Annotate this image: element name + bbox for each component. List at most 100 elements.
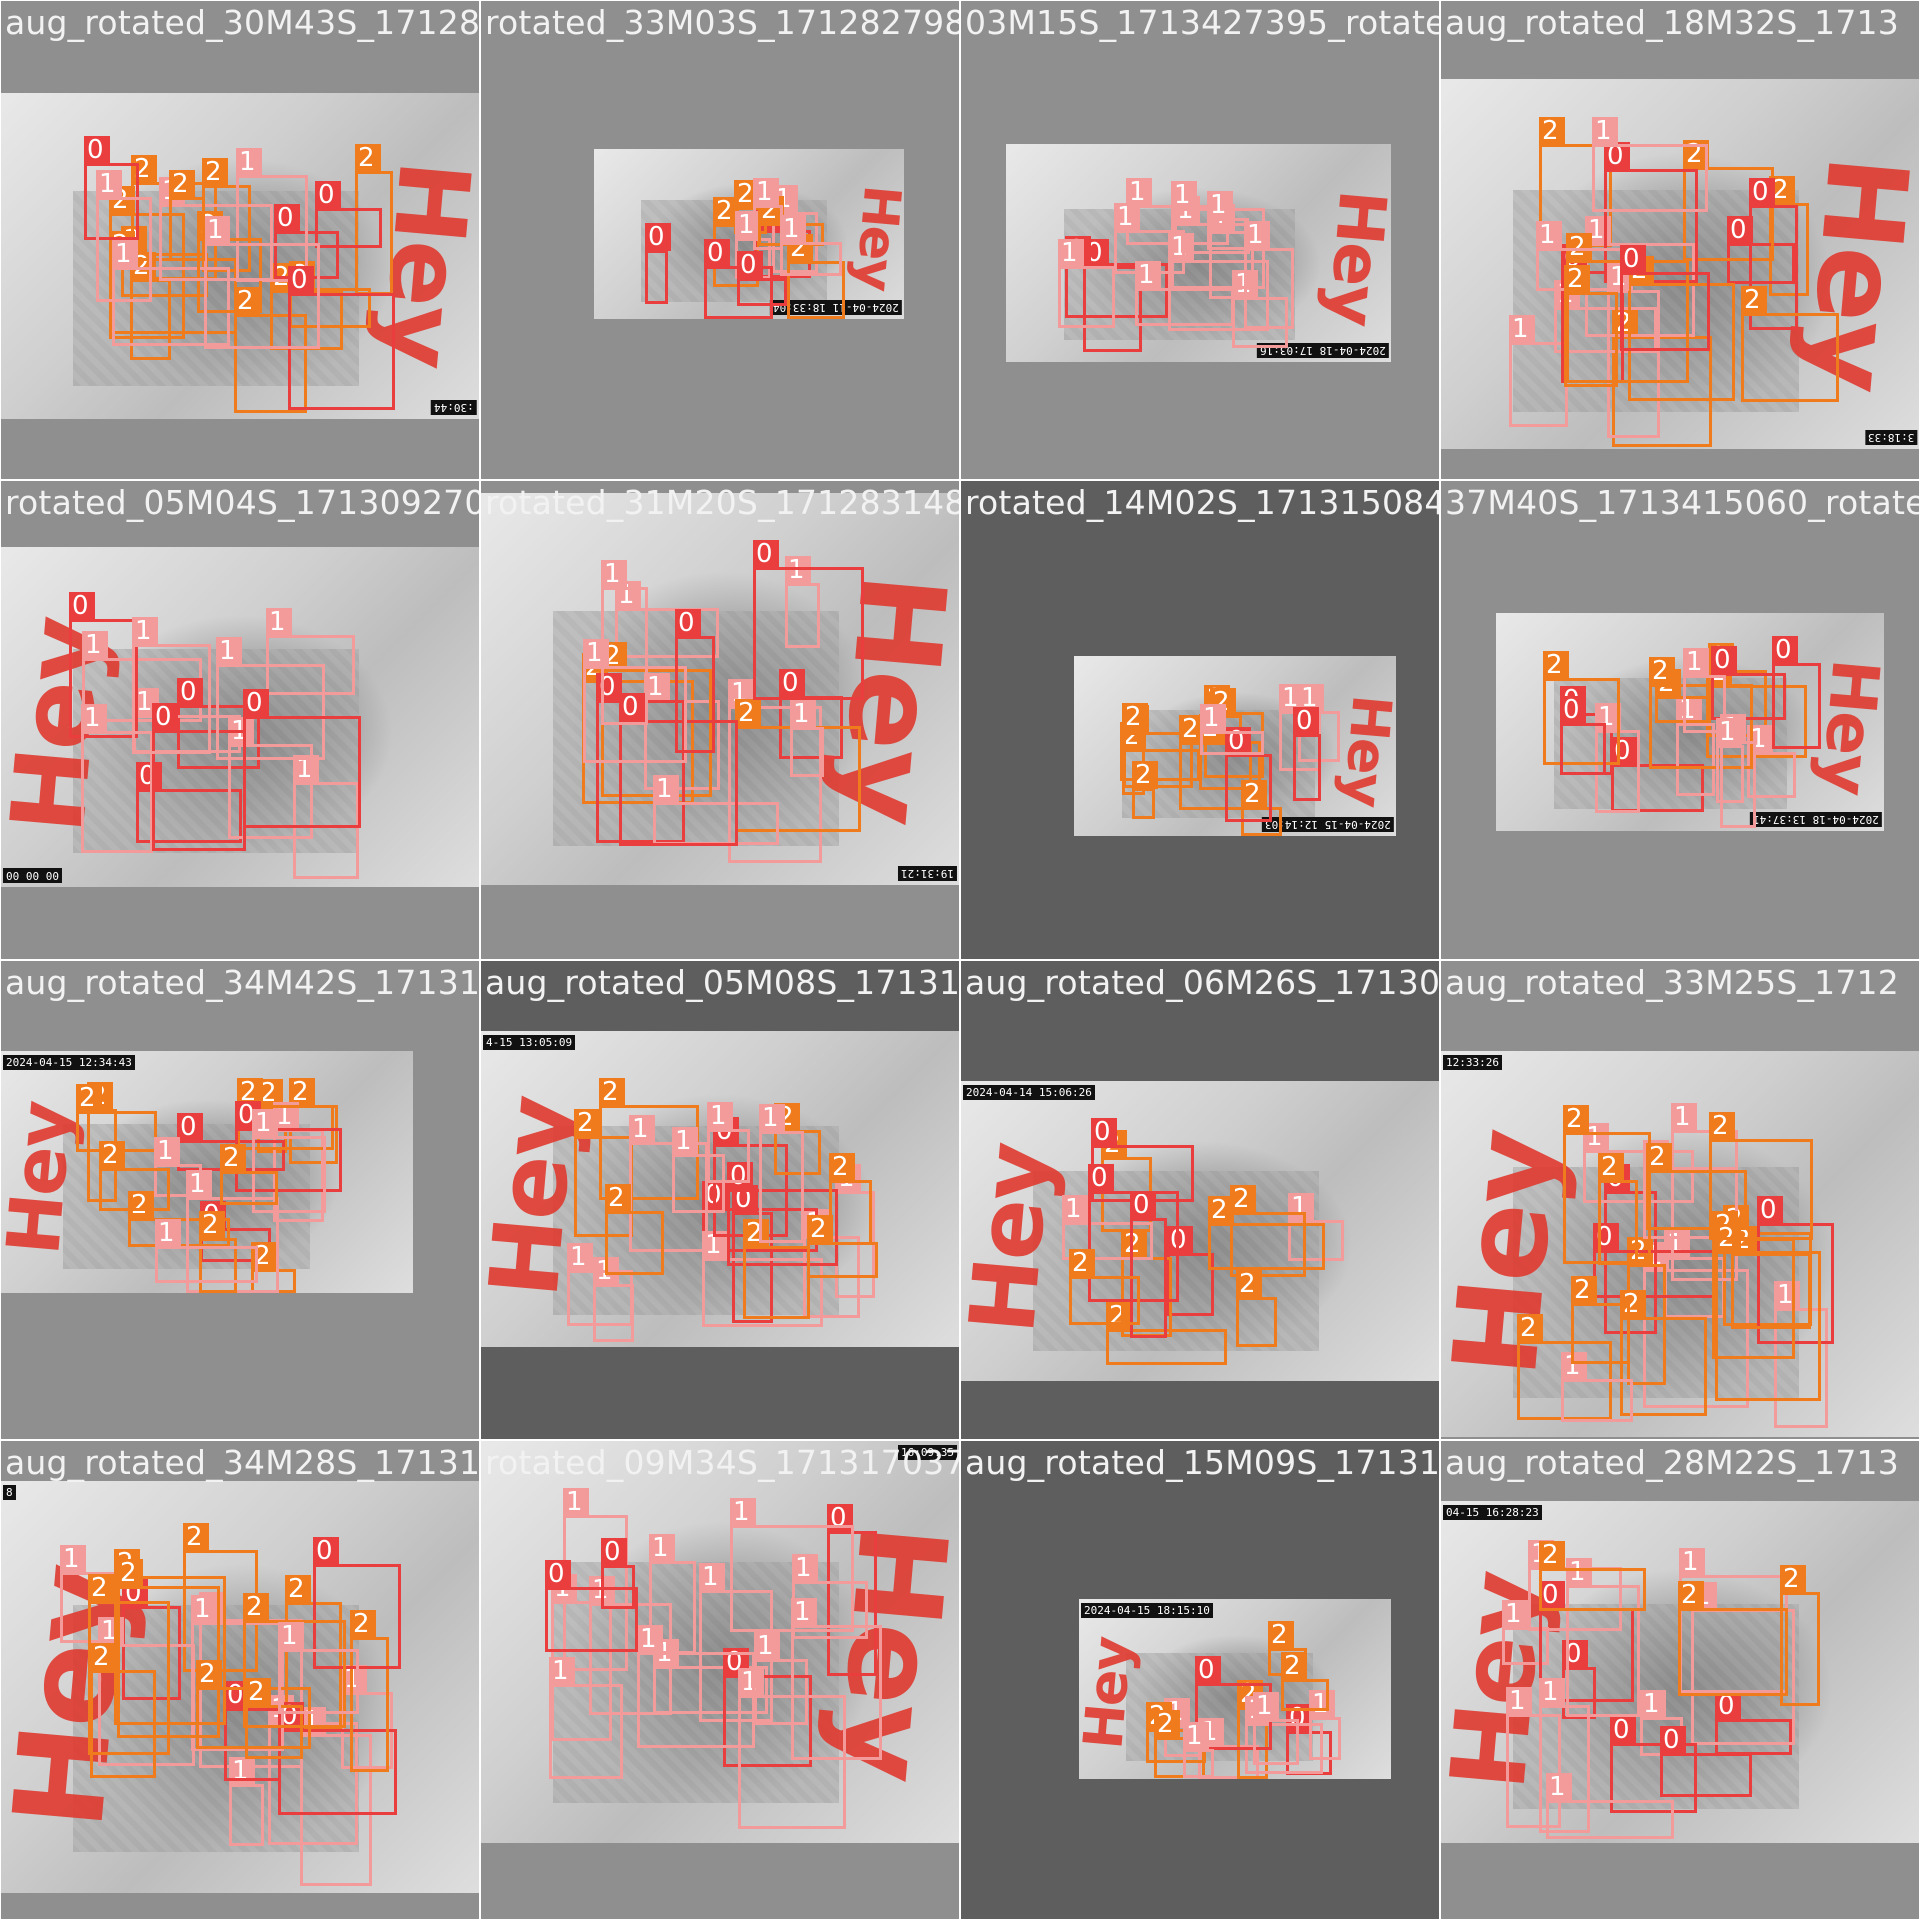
mosaic-tile: Hey12:33:261011220120211221222222aug_rot…	[1441, 961, 1919, 1439]
detection-box-class-1: 1	[790, 700, 824, 777]
mosaic-tile: Hey:30:44222222222001102211012aug_rotate…	[1, 1, 479, 479]
detection-box-class-2: 2	[99, 1141, 170, 1211]
detection-class-label: 0	[1660, 1726, 1686, 1754]
detection-box-class-0: 0	[315, 181, 382, 248]
detection-class-label: 2	[1539, 1541, 1565, 1569]
tile-filename-caption: aug_rotated_18M32S_1713	[1445, 3, 1899, 42]
detection-box-class-1: 1	[754, 1632, 808, 1725]
detection-class-label: 2	[599, 1078, 625, 1106]
tile-filename-caption: aug_rotated_30M43S_1712806241.jpg	[5, 3, 479, 42]
detection-box-class-1: 1	[204, 216, 320, 349]
wall-logo: Hey	[1079, 1635, 1144, 1752]
detection-box-class-2: 2	[1649, 657, 1753, 769]
timestamp-overlay: 2024-04-14 15:06:26	[963, 1085, 1095, 1100]
tile-filename-caption: aug_rotated_34M28S_1713166068.png	[5, 1443, 479, 1482]
detection-class-label: 0	[1088, 1164, 1114, 1192]
detection-class-label: 2	[220, 1144, 246, 1172]
detection-box-class-2: 2	[605, 1184, 664, 1275]
tile-filename-caption: aug_rotated_15M09S_1713170509.png	[965, 1443, 1439, 1482]
mosaic-tile: Hey 00 00 00 1 0 1 0 1 1 1 0 1 0 1 0 1 rotated_05M04S_1…	[1, 481, 479, 959]
detection-class-label: 2	[574, 1109, 600, 1137]
detection-class-label: 1	[204, 216, 230, 244]
detection-class-label: 1	[753, 178, 779, 206]
detection-box-class-0: 0	[737, 251, 787, 306]
detection-box-class-2: 2	[1715, 1224, 1821, 1401]
detection-class-label: 1	[1561, 1352, 1587, 1380]
timestamp-overlay: 16:09:35	[898, 1445, 957, 1460]
detection-class-label: 1	[583, 639, 609, 667]
detection-box-class-1: 1	[1114, 203, 1185, 274]
detection-box-class-1: 1	[1509, 315, 1568, 427]
detection-class-label: 2	[1154, 1710, 1180, 1738]
detection-box-class-2: 2	[1281, 1652, 1329, 1711]
detection-box-class-2: 2	[1780, 1565, 1820, 1706]
detection-class-label: 0	[737, 251, 763, 279]
detection-class-label: 2	[1709, 1112, 1735, 1140]
detection-box-class-1: 1	[155, 1219, 258, 1283]
detection-class-label: 1	[1058, 239, 1084, 267]
detection-class-label: 1	[1114, 203, 1140, 231]
detection-box-class-0: 0	[1711, 646, 1786, 720]
detection-box-class-2: 2	[1069, 1249, 1140, 1325]
detection-box-class-0: 0	[288, 266, 395, 410]
detection-box-class-2: 2	[1539, 1541, 1646, 1611]
detection-box-class-2: 2	[90, 1643, 156, 1778]
tile-filename-caption: rotated_14M02S_1713150842.png	[965, 483, 1439, 522]
detection-box-class-0: 0	[69, 592, 138, 738]
detection-class-label: 1	[96, 170, 122, 198]
detection-class-label: 1	[252, 1109, 278, 1137]
detection-class-label: 1	[1774, 1281, 1800, 1309]
detection-box-class-0: 0	[1757, 1196, 1834, 1344]
detection-class-label: 1	[730, 1498, 756, 1526]
detection-box-class-1: 1	[1592, 117, 1708, 212]
detection-box-class-2: 2	[1132, 761, 1158, 819]
detection-box-class-0: 0	[1727, 216, 1795, 284]
detection-box-class-0: 0	[1560, 696, 1606, 775]
detection-class-label: 1	[266, 608, 292, 636]
detection-box-class-1: 1	[278, 1622, 359, 1714]
detection-class-label: 2	[829, 1153, 855, 1181]
detection-class-label: 1	[653, 775, 679, 803]
detection-class-label: 1	[1592, 117, 1618, 145]
detection-class-label: 2	[1241, 780, 1267, 808]
tile-filename-caption: rotated_33M03S_1712827983.png	[485, 3, 959, 42]
detection-class-label: 1	[735, 211, 761, 239]
detection-box-class-1: 1	[753, 178, 783, 250]
detection-class-label: 1	[629, 1115, 655, 1143]
detection-class-label: 1	[1309, 1690, 1335, 1718]
detection-class-label: 2	[1780, 1565, 1806, 1593]
detection-class-label: 0	[779, 669, 805, 697]
detection-box-class-1: 1	[567, 1243, 633, 1326]
mosaic-tile: Hey3:18:332202121010201221012aug_rotated…	[1441, 1, 1919, 479]
detection-class-label: 2	[128, 1191, 154, 1219]
detection-box-class-2: 2	[1543, 651, 1620, 765]
detection-box-class-2: 2	[88, 1574, 170, 1755]
tile-filename-caption: 03M15S_1713427395_rotated.jpg	[965, 3, 1439, 42]
detection-box-class-2: 2	[1571, 1276, 1630, 1364]
detection-class-label: 1	[1640, 1690, 1666, 1718]
detection-class-label: 1	[1536, 221, 1562, 249]
detection-class-label: 1	[81, 704, 107, 732]
detection-class-label: 0	[675, 609, 701, 637]
detection-class-label: 2	[289, 1078, 315, 1106]
detection-box-class-2: 2	[199, 1211, 237, 1293]
detection-box-class-1: 1	[1502, 1600, 1549, 1665]
detection-box-class-2: 2	[1241, 780, 1282, 836]
tile-filename-caption: aug_rotated_06M26S_1713074786.png	[965, 963, 1439, 1002]
detection-class-label: 0	[274, 204, 300, 232]
detection-class-label: 2	[1741, 286, 1767, 314]
detection-box-class-2: 2	[1598, 1153, 1638, 1265]
detection-class-label: 1	[60, 1545, 86, 1573]
detection-box-class-1: 1	[1546, 1773, 1674, 1839]
timestamp-overlay: 2024-04-15 18:15:10	[1081, 1603, 1213, 1618]
detection-class-label: 1	[1062, 1195, 1088, 1223]
detection-class-label: 1	[637, 1625, 663, 1653]
detection-box-class-1: 1	[785, 556, 820, 648]
detection-class-label: 0	[177, 678, 203, 706]
detection-class-label: 1	[567, 1243, 593, 1271]
